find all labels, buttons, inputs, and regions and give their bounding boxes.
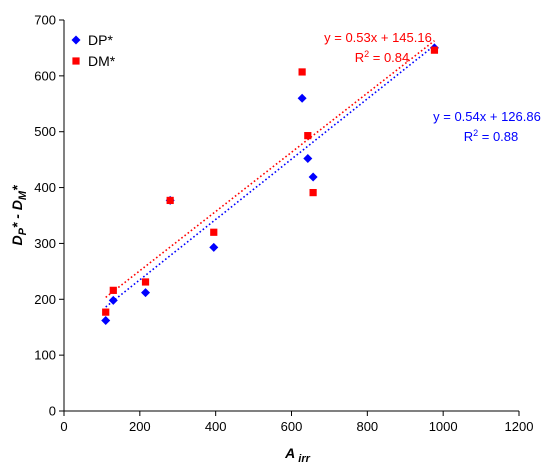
y-tick-label: 200 xyxy=(34,292,56,307)
data-point-square xyxy=(210,228,218,236)
trendline-series-2 xyxy=(105,40,435,298)
data-point-diamond xyxy=(108,295,118,305)
legend-label: DM* xyxy=(88,53,116,69)
trend-equation: y = 0.53x + 145.16 xyxy=(324,30,432,45)
data-point-square xyxy=(298,68,306,76)
trendlines xyxy=(105,40,435,308)
trend-r-squared: R2 = 0.88 xyxy=(464,128,519,144)
x-tick-label: 200 xyxy=(129,419,151,434)
trend-equation: y = 0.54x + 126.86 xyxy=(433,109,541,124)
data-point-diamond xyxy=(297,93,307,103)
x-axis-title: A irr xyxy=(284,445,311,465)
data-point-diamond xyxy=(303,154,313,164)
x-tick-label: 800 xyxy=(356,419,378,434)
data-point-diamond xyxy=(141,288,151,298)
legend-marker-square xyxy=(72,57,80,65)
data-point-square xyxy=(166,196,174,205)
y-tick-label: 400 xyxy=(34,180,56,195)
y-tick-label: 700 xyxy=(34,13,56,28)
x-tick-label: 400 xyxy=(205,419,227,434)
data-points xyxy=(101,43,439,326)
axes: 0 100 200 300 400 500 600 700 0 200 400 600 800 1000 1… xyxy=(9,13,533,466)
y-axis-title: DP* - DM* xyxy=(9,185,29,246)
y-tick-label: 500 xyxy=(34,124,56,139)
y-tick-label: 600 xyxy=(34,68,56,83)
x-tick-label: 1200 xyxy=(505,419,534,434)
trend-r-squared: R2 = 0.84 xyxy=(355,49,410,65)
x-tick-label: 1000 xyxy=(429,419,458,434)
y-tick-label: 100 xyxy=(34,348,56,363)
annotations: y = 0.54x + 126.86 R2 = 0.88 y = 0.53x + 1… xyxy=(324,30,541,144)
y-tick-label: 0 xyxy=(49,404,56,419)
data-point-square xyxy=(309,188,317,197)
data-point-diamond xyxy=(101,316,111,326)
legend-marker-diamond xyxy=(71,35,81,45)
data-point-diamond xyxy=(209,242,219,252)
data-point-square xyxy=(109,286,117,294)
legend: DP* DM* xyxy=(71,32,116,69)
x-tick-label: 0 xyxy=(60,419,67,434)
data-point-square xyxy=(102,308,110,316)
y-tick-label: 300 xyxy=(34,236,56,251)
legend-label: DP* xyxy=(88,32,113,48)
data-point-diamond xyxy=(308,172,318,182)
data-point-square xyxy=(430,46,439,54)
x-tick-label: 600 xyxy=(281,419,303,434)
data-point-square xyxy=(304,132,312,140)
data-point-square xyxy=(141,278,150,286)
